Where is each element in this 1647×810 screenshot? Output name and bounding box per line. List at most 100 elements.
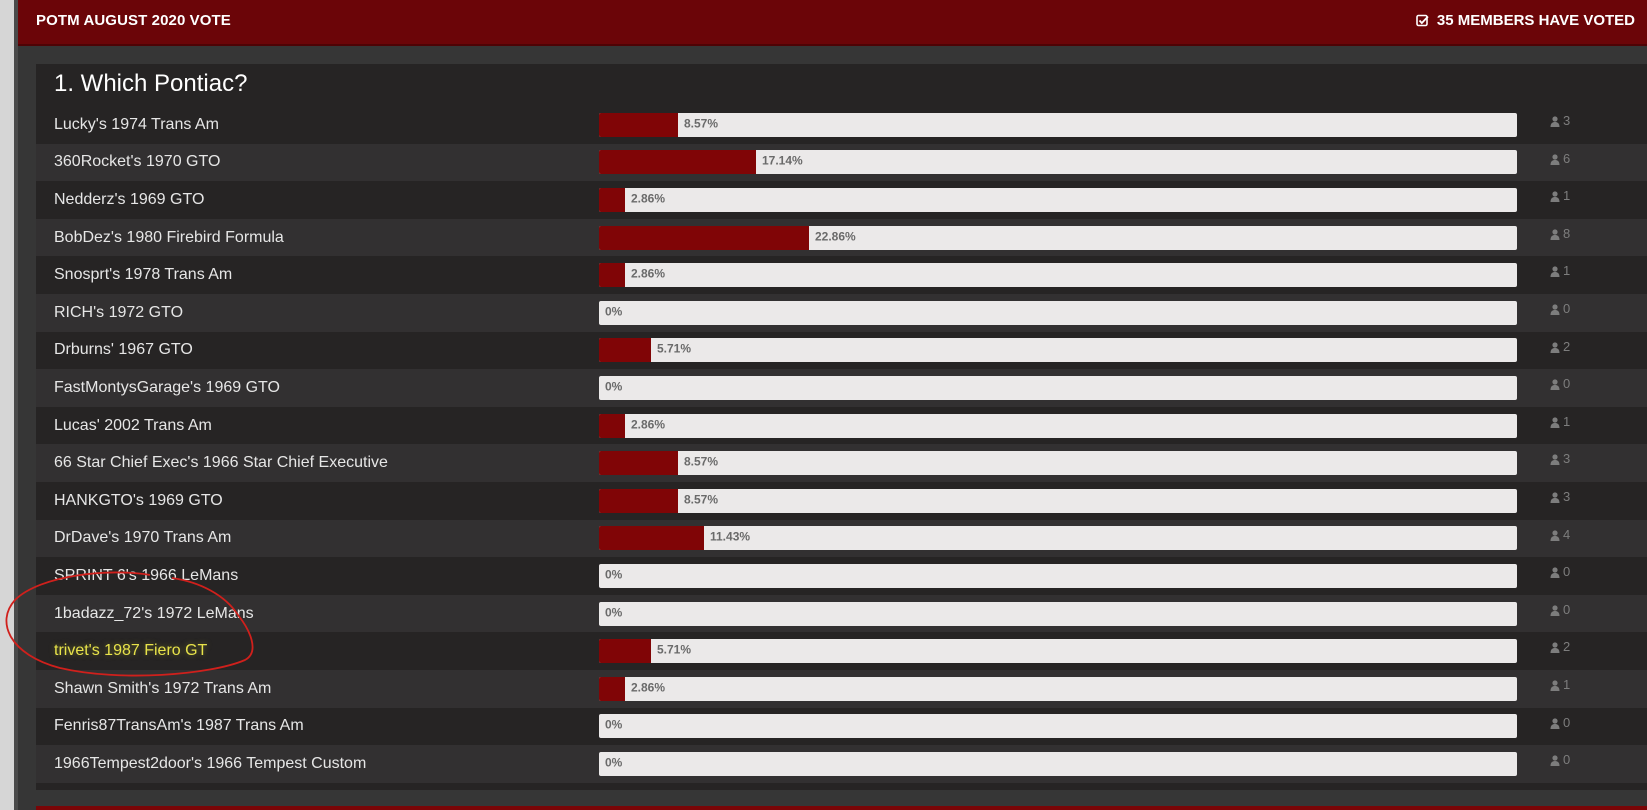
poll-option-row: 66 Star Chief Exec's 1966 Star Chief Exe… xyxy=(36,444,1647,482)
vote-count: 0 xyxy=(1550,602,1570,617)
next-section-strip xyxy=(36,806,1647,810)
user-icon xyxy=(1550,717,1560,729)
check-square-icon xyxy=(1416,14,1429,27)
user-icon xyxy=(1550,153,1560,165)
poll-option-row: 360Rocket's 1970 GTO 17.14% 6 xyxy=(36,143,1647,182)
vote-count: 3 xyxy=(1550,451,1570,466)
vote-count-value: 1 xyxy=(1563,676,1571,692)
poll-option-label: Nedderz's 1969 GTO xyxy=(54,190,205,208)
user-icon xyxy=(1550,679,1560,691)
poll-option-label: 66 Star Chief Exec's 1966 Star Chief Exe… xyxy=(54,454,388,472)
left-rail xyxy=(0,0,18,810)
poll-result-bar: 0% xyxy=(599,300,1517,325)
user-icon xyxy=(1550,604,1560,616)
vote-count-value: 1 xyxy=(1563,413,1571,429)
poll-option-row: Shawn Smith's 1972 Trans Am 2.86% 1 xyxy=(36,669,1647,708)
poll-option-label: Shawn Smith's 1972 Trans Am xyxy=(54,679,272,697)
vote-count: 1 xyxy=(1550,188,1570,203)
user-icon xyxy=(1550,303,1560,315)
vote-count-value: 1 xyxy=(1563,263,1571,279)
poll-option-label: FastMontysGarage's 1969 GTO xyxy=(54,378,280,396)
poll-option-row: Lucky's 1974 Trans Am 8.57% 3 xyxy=(36,106,1647,144)
poll-result-fill xyxy=(599,639,651,664)
user-icon xyxy=(1550,529,1560,541)
user-icon xyxy=(1550,641,1560,654)
user-icon xyxy=(1550,491,1560,503)
poll-result-bar: 8.57% xyxy=(599,488,1517,513)
poll-result-bar: 22.86% xyxy=(599,225,1517,250)
poll-option-row: Drburns' 1967 GTO 5.71% 2 xyxy=(36,332,1647,370)
poll-percent-label: 0% xyxy=(605,304,623,319)
poll-result-bar: 5.71% xyxy=(599,639,1517,664)
vote-count-value: 3 xyxy=(1563,451,1571,467)
votes-summary: 35 MEMBERS HAVE VOTED xyxy=(1416,12,1635,29)
vote-count-value: 0 xyxy=(1563,714,1571,730)
poll-percent-label: 11.43% xyxy=(710,529,751,544)
poll-percent-label: 0% xyxy=(605,717,623,732)
vote-count-value: 1 xyxy=(1563,188,1571,204)
poll-options: Lucky's 1974 Trans Am 8.57% 3 360Rocket's 1… xyxy=(36,106,1647,783)
vote-count: 0 xyxy=(1550,376,1570,391)
user-icon xyxy=(1550,453,1560,466)
poll-result-fill xyxy=(599,526,704,551)
vote-count: 2 xyxy=(1550,339,1570,354)
poll-option-row: HANKGTO's 1969 GTO 8.57% 3 xyxy=(36,482,1647,520)
poll-option-label: HANKGTO's 1969 GTO xyxy=(54,491,223,509)
poll-percent-label: 2.86% xyxy=(631,266,666,281)
poll-option-row: RICH's 1972 GTO 0% 0 xyxy=(36,293,1647,332)
poll-result-bar: 0% xyxy=(599,375,1517,400)
poll-option-label: RICH's 1972 GTO xyxy=(54,303,184,321)
vote-count: 0 xyxy=(1550,301,1570,316)
vote-count: 1 xyxy=(1550,677,1570,692)
poll-option-label: 1966Tempest2door's 1966 Tempest Custom xyxy=(54,754,367,772)
poll-question-panel: 1. Which Pontiac? Lucky's 1974 Trans Am 8… xyxy=(36,64,1647,790)
user-icon xyxy=(1550,228,1560,240)
vote-count-value: 8 xyxy=(1563,225,1571,241)
user-icon xyxy=(1550,341,1560,353)
poll-result-bar: 0% xyxy=(599,601,1517,626)
poll-option-row: Snosprt's 1978 Trans Am 2.86% 1 xyxy=(36,256,1647,294)
poll-result-fill xyxy=(599,112,678,137)
poll-result-fill xyxy=(599,225,809,250)
vote-count-value: 0 xyxy=(1563,300,1571,316)
poll-percent-label: 0% xyxy=(605,567,623,582)
poll-option-label: 360Rocket's 1970 GTO xyxy=(54,153,221,171)
poll-title: POTM AUGUST 2020 VOTE xyxy=(36,12,231,29)
poll-option-label: Lucky's 1974 Trans Am xyxy=(54,115,219,133)
poll-result-bar: 0% xyxy=(599,751,1517,776)
poll-result-bar: 2.86% xyxy=(599,263,1517,288)
poll-option-row: SPRINT 6's 1966 LeMans 0% 0 xyxy=(36,557,1647,595)
poll-option-row: FastMontysGarage's 1969 GTO 0% 0 xyxy=(36,369,1647,407)
poll-option-label: SPRINT 6's 1966 LeMans xyxy=(54,566,239,584)
poll-option-label: Fenris87TransAm's 1987 Trans Am xyxy=(54,717,304,735)
poll-option-row: Nedderz's 1969 GTO 2.86% 1 xyxy=(36,181,1647,219)
vote-count-value: 0 xyxy=(1563,564,1571,580)
poll-percent-label: 2.86% xyxy=(631,191,666,206)
poll-result-bar: 5.71% xyxy=(599,338,1517,363)
vote-count: 0 xyxy=(1550,715,1570,730)
question-title: 1. Which Pontiac? xyxy=(54,70,248,97)
poll-result-bar: 8.57% xyxy=(599,112,1517,137)
poll-option-row: 1badazz_72's 1972 LeMans 0% 0 xyxy=(36,594,1647,633)
user-icon xyxy=(1550,190,1560,203)
poll-result-fill xyxy=(599,150,756,175)
poll-option-label: DrDave's 1970 Trans Am xyxy=(54,529,232,547)
user-icon xyxy=(1550,754,1560,767)
vote-count-value: 2 xyxy=(1563,338,1571,354)
vote-count: 6 xyxy=(1550,151,1570,166)
user-icon xyxy=(1550,566,1560,579)
poll-result-bar: 2.86% xyxy=(599,413,1517,438)
vote-count: 0 xyxy=(1550,564,1570,579)
poll-result-fill xyxy=(599,488,678,513)
vote-count: 3 xyxy=(1550,489,1570,504)
poll-percent-label: 8.57% xyxy=(684,492,719,507)
poll-percent-label: 17.14% xyxy=(762,153,803,168)
user-icon xyxy=(1550,115,1560,127)
vote-count-value: 2 xyxy=(1563,639,1571,655)
poll-result-fill xyxy=(599,413,625,438)
user-icon xyxy=(1550,416,1560,428)
poll-result-bar: 8.57% xyxy=(599,451,1517,476)
poll-result-bar: 0% xyxy=(599,563,1517,588)
vote-count: 8 xyxy=(1550,226,1570,241)
poll-percent-label: 0% xyxy=(605,379,623,394)
